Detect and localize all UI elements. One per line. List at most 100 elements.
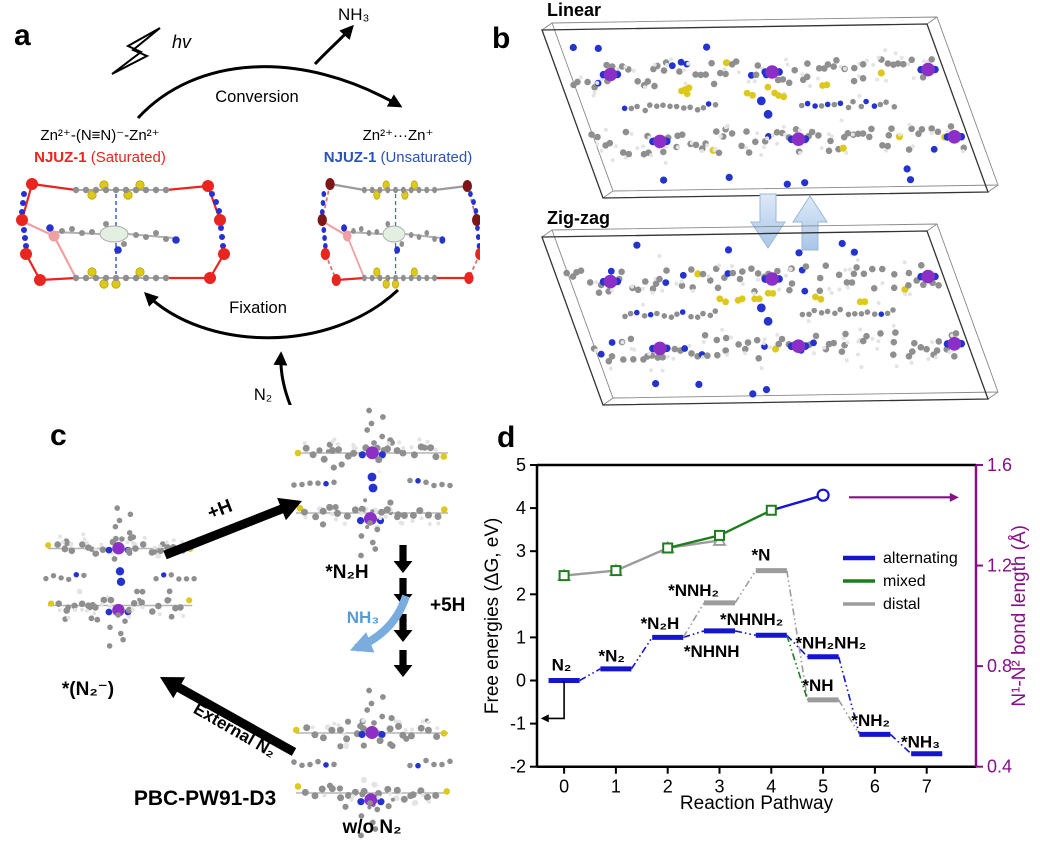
arrow-up-icon: [792, 195, 828, 251]
atom: [845, 285, 850, 290]
atom: [363, 498, 368, 503]
atom: [606, 139, 614, 147]
nitrogen-atom: [321, 191, 327, 197]
atom: [844, 130, 852, 137]
atom: [99, 546, 107, 553]
atom: [704, 352, 711, 360]
metal-site-atom: [475, 248, 480, 260]
metal-site-atom: [204, 272, 216, 284]
atom: [569, 43, 577, 52]
arrow-down-icon: [750, 193, 786, 249]
n2h-cluster-illustration: [291, 407, 453, 559]
atom: [660, 288, 665, 293]
atom: [831, 101, 838, 108]
atom: [436, 521, 441, 526]
pathway-connector: [837, 656, 861, 735]
atom: [826, 132, 831, 137]
atom: [607, 267, 615, 275]
atom: [139, 588, 146, 595]
atom: [400, 521, 405, 526]
atom: [748, 265, 755, 273]
atom: [302, 441, 307, 446]
atom: [654, 354, 662, 361]
carbon-atom: [102, 186, 110, 194]
pathway-connector: [837, 699, 861, 735]
ring: [99, 225, 129, 243]
atom: [713, 146, 718, 151]
hv-label: hv: [172, 32, 192, 52]
atom: [915, 130, 922, 138]
atom: [736, 275, 744, 283]
atom: [894, 364, 899, 369]
atom: [333, 517, 339, 522]
right-axis-pointer-head: [949, 492, 959, 502]
atom: [859, 130, 867, 137]
atom: [856, 352, 860, 357]
atom: [701, 340, 706, 344]
bond: [323, 221, 348, 237]
atom: [743, 351, 747, 356]
atom: [861, 298, 869, 306]
atom: [78, 600, 86, 608]
atom: [115, 567, 125, 576]
atom: [871, 62, 876, 67]
atom: [186, 597, 193, 604]
atom: [171, 538, 176, 543]
atom: [393, 719, 398, 724]
atom: [866, 133, 873, 141]
atom: [825, 147, 833, 155]
atom: [652, 380, 660, 388]
atom: [393, 447, 401, 455]
atom: [880, 281, 885, 286]
atom: [161, 572, 167, 578]
atom: [756, 295, 763, 303]
atom: [824, 61, 832, 68]
atom: [893, 51, 898, 56]
atom: [668, 314, 675, 321]
atom: [804, 100, 811, 107]
atom: [367, 472, 377, 482]
atom: [116, 577, 126, 586]
atom: [747, 71, 755, 79]
atom: [749, 91, 756, 99]
atom: [744, 145, 749, 150]
atom: [627, 335, 635, 343]
atom: [845, 340, 850, 345]
atom: [736, 70, 741, 75]
pathway-connector: [683, 630, 705, 639]
atom: [368, 420, 375, 427]
panel-c-reaction-scheme: c +H *N₂H +5H NH₃ *(N₂⁻) External N₂ PBC…: [43, 407, 465, 839]
atom: [845, 104, 852, 111]
atom: [328, 447, 336, 454]
atom: [358, 533, 365, 539]
nh3-release-curved-arrow: [349, 594, 410, 653]
atom: [397, 440, 402, 445]
pathway-connector: [786, 570, 809, 701]
atom: [378, 730, 386, 739]
atom: [603, 67, 618, 82]
bond: [39, 276, 77, 282]
atom: [106, 643, 113, 649]
conversion-label: Conversion: [215, 88, 298, 106]
panel-a-catalytic-cycle: a hv NH₃ Conversion Zn²⁺-(N≡N)⁻-Zn²⁺ NJU…: [14, 5, 480, 405]
atom: [578, 75, 583, 80]
square-marker: [662, 542, 674, 554]
atom: [322, 793, 327, 798]
carbon-atom: [102, 274, 110, 282]
atom: [827, 287, 832, 291]
atom: [785, 62, 790, 67]
wo-n2-label: w/o N₂: [341, 817, 401, 838]
atom: [841, 336, 846, 341]
atom: [838, 348, 846, 356]
x-tick-label: 6: [870, 777, 880, 797]
atom: [376, 737, 384, 745]
nitrogen-atom: [216, 208, 222, 214]
atom: [797, 128, 802, 133]
carbon-atom: [385, 186, 391, 194]
carbon-atom: [377, 186, 383, 194]
atom: [728, 130, 736, 137]
atom: [330, 464, 337, 471]
atom: [918, 126, 926, 133]
atom: [595, 142, 600, 147]
atom: [164, 597, 171, 604]
